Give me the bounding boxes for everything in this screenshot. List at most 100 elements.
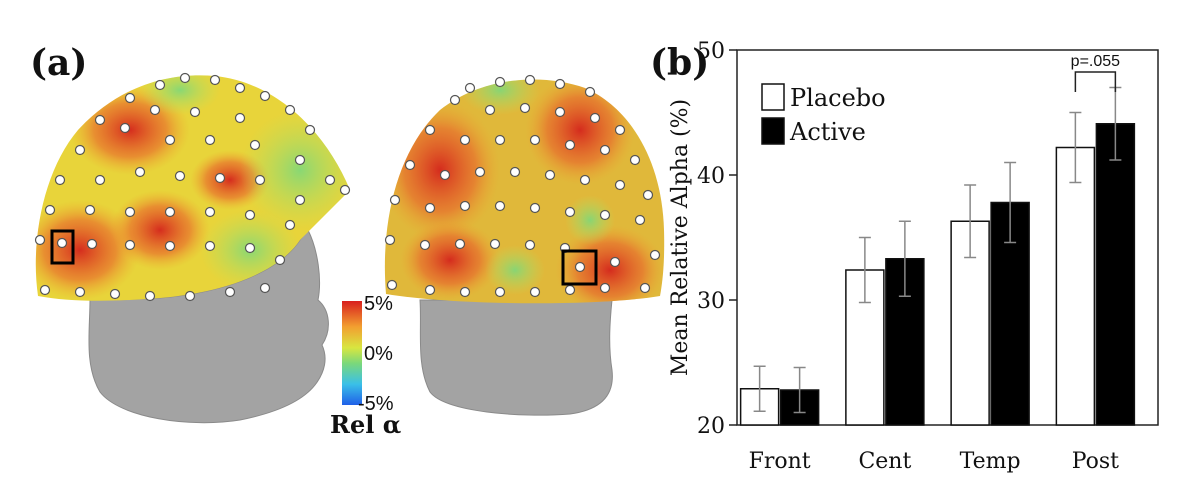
electrode-dot xyxy=(519,102,531,114)
electrode-dot xyxy=(544,169,556,181)
y-axis-label: Mean Relative Alpha (%) xyxy=(668,99,693,376)
panel-label-a: (a) xyxy=(30,42,88,84)
electrode-dot xyxy=(649,249,661,261)
electrode-dot xyxy=(174,170,186,182)
electrode-dot xyxy=(474,166,486,178)
x-tick-label: Front xyxy=(749,449,811,474)
colorbar-tick-min: -5% xyxy=(358,393,394,415)
electrode-dot xyxy=(44,204,56,216)
electrode-dot xyxy=(424,124,436,136)
x-tick-label: Post xyxy=(1072,449,1119,474)
electrode-dot xyxy=(234,82,246,94)
electrode-dot xyxy=(164,206,176,218)
bar-active xyxy=(1095,123,1136,426)
electrode-dot xyxy=(259,282,271,294)
electrode-dot xyxy=(214,172,226,184)
electrode-dot xyxy=(524,239,536,251)
electrode-dot xyxy=(94,114,106,126)
electrode-dot xyxy=(74,144,86,156)
electrode-dot xyxy=(164,134,176,146)
x-tick-label: Cent xyxy=(858,449,911,474)
electrode-dot xyxy=(244,242,256,254)
electrode-dot xyxy=(599,282,611,294)
electrode-dot xyxy=(389,194,401,206)
electrode-dot xyxy=(54,174,66,186)
electrode-dots-left xyxy=(34,72,351,302)
electrode-dot xyxy=(189,106,201,118)
electrode-dot xyxy=(234,112,246,124)
electrode-dot xyxy=(94,174,106,186)
electrode-dot xyxy=(524,74,536,86)
electrode-dot xyxy=(179,72,191,84)
electrode-dot xyxy=(204,206,216,218)
electrode-dot xyxy=(484,104,496,116)
bar-placebo xyxy=(1055,146,1096,426)
electrode-dot xyxy=(599,144,611,156)
electrode-dot xyxy=(39,284,51,296)
electrode-dot xyxy=(494,134,506,146)
legend-swatch-active xyxy=(761,117,785,145)
electrode-dot xyxy=(124,92,136,104)
electrode-dot xyxy=(259,90,271,102)
electrode-dot xyxy=(529,286,541,298)
colorbar xyxy=(342,301,362,405)
electrode-dot xyxy=(574,261,586,273)
y-tick-label: 40 xyxy=(697,164,725,189)
electrode-dot xyxy=(529,202,541,214)
y-tick-label: 50 xyxy=(697,39,725,64)
electrode-dot xyxy=(419,239,431,251)
colorbar-tick-max: 5% xyxy=(364,293,393,315)
electrode-dot xyxy=(56,237,68,249)
highlight-square-left xyxy=(50,229,75,265)
electrode-dot xyxy=(464,82,476,94)
electrode-dot xyxy=(294,194,306,206)
colorbar-title: Rel α xyxy=(330,410,402,439)
electrode-dot xyxy=(134,166,146,178)
electrode-dot xyxy=(144,290,156,302)
electrode-dot xyxy=(459,200,471,212)
head-model-right xyxy=(384,74,665,416)
electrode-dot xyxy=(74,286,86,298)
electrode-dot xyxy=(84,204,96,216)
y-tick-label: 30 xyxy=(697,289,725,314)
x-tick-label: Temp xyxy=(960,449,1021,474)
electrode-dot xyxy=(284,104,296,116)
electrode-dot xyxy=(554,106,566,118)
electrode-dot xyxy=(274,254,286,266)
head-model-left xyxy=(34,72,351,424)
electrode-dot xyxy=(254,174,266,186)
electrode-dot xyxy=(634,214,646,226)
electrode-dot xyxy=(459,134,471,146)
electrode-dot xyxy=(589,112,601,124)
electrode-dot xyxy=(564,284,576,296)
legend: Placebo Active xyxy=(761,83,886,146)
electrode-dot xyxy=(86,238,98,250)
electrode-dot xyxy=(494,286,506,298)
electrode-dot xyxy=(209,74,221,86)
bar-chart: 20 30 40 50 Mean Relative Alpha (%) Front Cent… xyxy=(668,39,1159,474)
electrode-dot xyxy=(124,239,136,251)
electrode-dot xyxy=(614,124,626,136)
electrode-dot xyxy=(584,86,596,98)
electrode-dot xyxy=(629,154,641,166)
electrode-dot xyxy=(642,189,654,201)
electrode-dot xyxy=(554,78,566,90)
electrode-dot xyxy=(184,290,196,302)
electrode-dot xyxy=(454,238,466,250)
electrode-dot xyxy=(494,76,506,88)
legend-label-active: Active xyxy=(789,118,866,146)
electrode-dot xyxy=(609,256,621,268)
electrode-dot xyxy=(599,209,611,221)
electrode-dot xyxy=(614,179,626,191)
plot-frame xyxy=(736,49,1159,426)
panel-label-b: (b) xyxy=(650,42,710,84)
colorbar-tick-mid: 0% xyxy=(364,343,393,365)
electrode-dot xyxy=(339,184,351,196)
electrode-dots-right xyxy=(384,74,661,298)
electrode-dot xyxy=(509,166,521,178)
y-tick-label: 20 xyxy=(697,414,725,439)
electrode-dot xyxy=(324,174,336,186)
electrode-dot xyxy=(404,159,416,171)
electrode-dot xyxy=(34,234,46,246)
